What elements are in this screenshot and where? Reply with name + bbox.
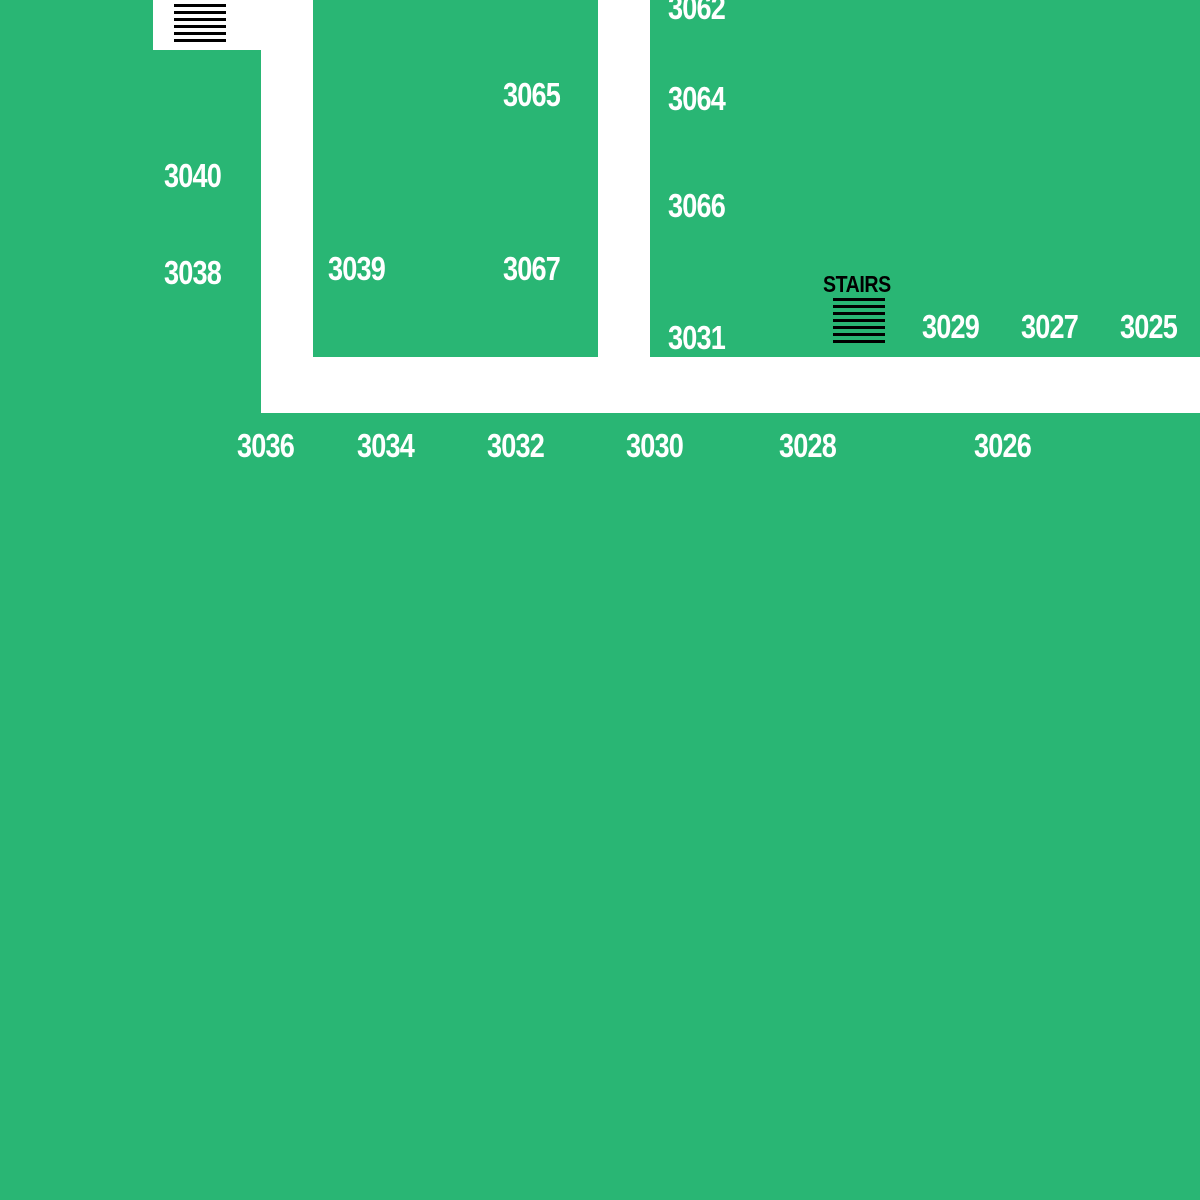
room-3062-label: 3062 xyxy=(668,0,726,26)
room-3034-label: 3034 xyxy=(357,427,415,464)
stairs-label: STAIRS xyxy=(823,271,891,297)
room-3032-label: 3032 xyxy=(487,427,545,464)
room-3029-label: 3029 xyxy=(922,308,980,345)
room-3039-label: 3039 xyxy=(328,250,386,287)
stairs-icon xyxy=(833,298,885,347)
room-3066-label: 3066 xyxy=(668,187,726,224)
room-3025-label: 3025 xyxy=(1120,308,1178,345)
room-3026-label: 3026 xyxy=(974,427,1032,464)
room-3036-label: 3036 xyxy=(237,427,295,464)
room-3064-label: 3064 xyxy=(668,80,726,117)
room-3027-label: 3027 xyxy=(1021,308,1079,345)
room-3038-label: 3038 xyxy=(164,254,222,291)
corridor-center-vertical xyxy=(598,0,650,413)
corridor-left-vertical xyxy=(261,0,313,413)
room-3031-label: 3031 xyxy=(668,319,726,356)
room-3067-label: 3067 xyxy=(503,250,561,287)
room-3028-label: 3028 xyxy=(779,427,837,464)
corridor-horizontal xyxy=(261,357,1200,413)
stairs-icon xyxy=(174,4,226,46)
room-3065-label: 3065 xyxy=(503,76,561,113)
room-3030-label: 3030 xyxy=(626,427,684,464)
room-3040-label: 3040 xyxy=(164,157,222,194)
